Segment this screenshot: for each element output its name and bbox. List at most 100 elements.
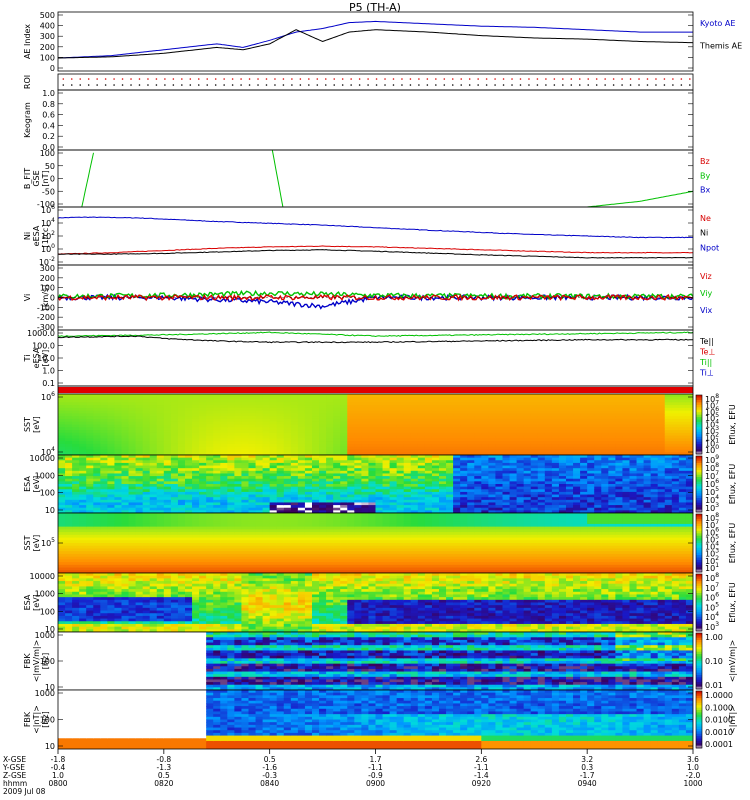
colorbar-cell — [696, 523, 702, 527]
keogram-ytick-label: 0.4 — [42, 121, 55, 130]
roi-marker — [248, 78, 251, 80]
bfit-legend-item: Bx — [700, 186, 710, 195]
roi-marker — [655, 84, 657, 86]
x-tick-label: -1.3 — [157, 763, 172, 772]
roi-marker — [333, 84, 336, 86]
roi-marker — [638, 78, 640, 80]
roi-marker — [570, 84, 573, 86]
roi-marker — [70, 78, 73, 80]
colorbar-cell — [696, 588, 702, 592]
roi-marker — [291, 78, 293, 80]
roi-marker — [485, 84, 488, 86]
roi-marker — [494, 84, 496, 86]
keogram-ytick-label: 1.0 — [42, 89, 55, 98]
roi-marker — [401, 84, 403, 86]
roi-marker — [164, 78, 166, 80]
colorbar-cell — [696, 498, 702, 501]
sst_e-spectrogram — [58, 394, 693, 456]
vi-ytick-label: -100 — [37, 303, 55, 312]
fbk_e-ytick-label: 100 — [40, 657, 55, 666]
colorbar-tick-label: 104 — [705, 541, 719, 552]
esa_i-ylabel: [eV] — [32, 594, 41, 611]
colorbar-cell — [696, 642, 702, 646]
roi-marker — [138, 84, 141, 86]
roi-marker — [113, 78, 115, 80]
ae-ytick-label: 200 — [40, 43, 55, 52]
roi-marker — [274, 84, 276, 86]
colorbar-label: <|mV/m|> — [728, 640, 737, 683]
colorbar-tick-label: 1.00 — [705, 633, 723, 642]
roi-marker — [536, 78, 539, 80]
colorbar-cell — [696, 656, 702, 660]
x-tick-label: 0820 — [154, 779, 173, 788]
fbk_e-colorbar: 1.00 0.10 0.01 <|mV/m|> — [695, 632, 737, 690]
colorbar-cell — [696, 456, 702, 459]
roi-marker — [477, 84, 479, 86]
flag-bar — [58, 387, 693, 393]
roi-marker — [587, 78, 590, 80]
ae-legend-item: Themis AE — [699, 42, 742, 51]
roi-marker — [341, 78, 344, 80]
fbk_b-ylabel: FBK — [23, 711, 32, 727]
esa_i-ytick-label: 10000 — [30, 572, 55, 581]
colorbar-cell — [696, 422, 702, 425]
roi-marker — [367, 84, 369, 86]
ae-ytick-label: 500 — [40, 11, 55, 20]
fbk_e-ylabel: <|mV/m|> — [32, 640, 41, 683]
roi-marker — [629, 84, 632, 86]
ti-ytick-label: 1000.0 — [27, 329, 55, 338]
colorbar-cell — [696, 505, 702, 508]
vi-ylabel: Vi — [23, 294, 32, 302]
colorbar-tick-label: 104 — [705, 611, 719, 622]
colorbar-cell — [696, 562, 702, 566]
x-tick-label: -1.4 — [474, 771, 489, 780]
colorbar-tick-label: 102 — [705, 555, 719, 566]
ni-ytick-label: 10-2 — [39, 256, 55, 267]
roi-marker — [545, 78, 547, 80]
roi-marker — [672, 78, 674, 80]
ae-legend-item: Kyoto AE — [700, 19, 735, 28]
vi-ytick-label: 100 — [40, 284, 55, 293]
roi-marker — [519, 78, 522, 80]
colorbar-cell — [696, 712, 702, 716]
roi-marker — [528, 78, 530, 80]
bfit-series-line — [271, 149, 284, 208]
colorbar-cell — [696, 621, 702, 625]
colorbar-cell — [696, 686, 702, 690]
roi-marker — [291, 84, 293, 86]
colorbar-frame — [695, 455, 703, 513]
ae-series-line — [58, 20, 693, 59]
roi-marker — [257, 84, 259, 86]
x-row-label: X-GSE — [3, 755, 26, 764]
colorbar-cell — [696, 658, 702, 662]
x-tick-label: 0.5 — [158, 771, 170, 780]
fbk_b-spectrogram — [58, 690, 693, 749]
roi-marker — [231, 78, 234, 80]
colorbar-tick-label: 106 — [705, 592, 719, 603]
x-tick-label: -0.4 — [51, 763, 66, 772]
roi-marker — [426, 84, 429, 86]
x-tick-label: 0900 — [366, 779, 385, 788]
esa_i-ytick-label: 10 — [45, 625, 55, 634]
colorbar-cell — [696, 691, 702, 694]
colorbar-cell — [696, 441, 702, 445]
ni-legend-item: Npot — [700, 243, 719, 252]
colorbar-cell — [696, 567, 702, 571]
colorbar-cell — [696, 626, 702, 630]
colorbar-tick-label: 106 — [705, 478, 719, 489]
colorbar-cell — [696, 635, 702, 639]
ni-series-line — [58, 245, 693, 255]
roi-marker — [418, 84, 420, 86]
colorbar-cell — [696, 395, 702, 398]
roi-marker — [96, 78, 98, 80]
colorbar-cell — [696, 500, 702, 504]
roi-marker — [324, 84, 327, 86]
roi-marker — [308, 78, 310, 80]
ni-legend-item: Ne — [700, 214, 711, 223]
colorbar-cell — [696, 458, 702, 462]
x-row-label: Z-GSE — [3, 771, 27, 780]
colorbar-label: <|nT|> — [728, 705, 737, 734]
colorbar-label: Eflux, EFU — [728, 464, 737, 505]
